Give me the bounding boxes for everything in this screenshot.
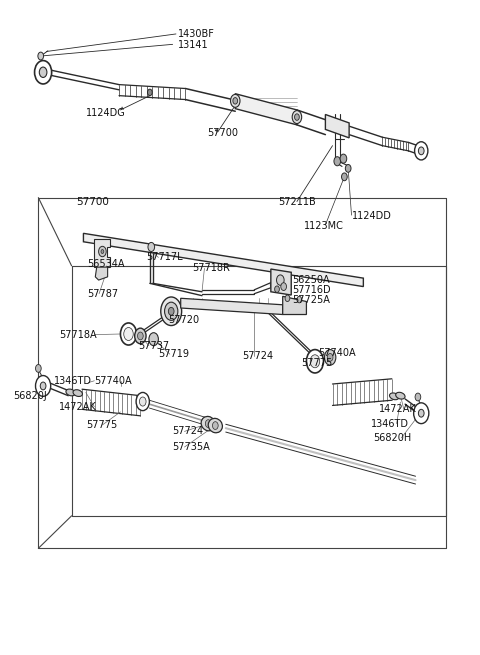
Text: 57735A: 57735A [173,442,210,452]
Text: 1430BF: 1430BF [179,29,215,39]
Circle shape [415,393,421,401]
Polygon shape [95,239,110,267]
Circle shape [124,328,133,341]
Text: 57719: 57719 [158,349,190,359]
Text: 1124DD: 1124DD [351,211,391,221]
Text: 13141: 13141 [179,40,209,50]
Text: 57740A: 57740A [318,348,356,358]
Circle shape [345,164,351,172]
Circle shape [35,60,52,84]
Circle shape [275,286,279,292]
Ellipse shape [396,392,405,399]
Circle shape [120,323,137,345]
Polygon shape [180,298,283,314]
Ellipse shape [73,390,83,396]
Circle shape [342,173,347,181]
Circle shape [270,281,276,289]
Text: 56250A: 56250A [292,275,330,285]
Text: 57720: 57720 [168,315,199,326]
Circle shape [213,422,218,430]
Circle shape [306,350,324,373]
Text: 57716D: 57716D [292,285,331,295]
Circle shape [324,350,336,365]
Text: 1346TD: 1346TD [371,419,408,428]
Text: 1124DG: 1124DG [86,108,126,118]
Ellipse shape [389,393,399,400]
Text: 57700: 57700 [207,128,238,138]
Circle shape [205,420,211,428]
Text: 57700: 57700 [76,197,109,207]
Circle shape [419,409,424,417]
Text: 57775: 57775 [86,420,117,430]
Circle shape [327,354,333,362]
Circle shape [415,141,428,160]
Circle shape [230,94,240,107]
Text: 57737: 57737 [138,341,169,350]
Circle shape [40,382,46,390]
Circle shape [281,283,287,290]
Circle shape [147,89,152,96]
Text: 56820H: 56820H [373,433,411,443]
Circle shape [101,250,104,253]
Circle shape [295,114,300,121]
Circle shape [414,403,429,424]
Circle shape [148,242,155,252]
Circle shape [39,67,47,77]
Circle shape [285,295,290,301]
Circle shape [98,246,106,257]
Circle shape [334,157,341,166]
Circle shape [292,111,301,124]
Text: 1123MC: 1123MC [304,221,344,231]
Text: 57724: 57724 [242,351,274,361]
Circle shape [136,392,149,411]
Polygon shape [96,267,108,280]
Text: 57717L: 57717L [146,252,183,263]
Text: 56534A: 56534A [87,259,125,269]
Text: 57211B: 57211B [278,197,316,207]
Text: 57775: 57775 [301,358,332,368]
Circle shape [233,98,238,104]
Text: 57725A: 57725A [292,295,330,305]
Text: 1472AK: 1472AK [379,403,416,414]
Text: 1472AK: 1472AK [59,402,96,412]
Circle shape [310,355,320,367]
Circle shape [161,297,181,326]
Circle shape [149,333,158,346]
Polygon shape [235,94,297,125]
Polygon shape [283,296,306,314]
Circle shape [419,147,424,155]
Text: 57787: 57787 [87,289,119,299]
Polygon shape [120,106,123,110]
Text: 57740A: 57740A [94,376,132,386]
Polygon shape [84,233,363,287]
Polygon shape [325,115,349,138]
Circle shape [135,328,146,344]
Polygon shape [271,269,291,295]
Text: 56820J: 56820J [13,390,47,401]
Polygon shape [215,128,218,132]
Text: 1346TD: 1346TD [54,376,92,386]
Circle shape [276,275,284,286]
Circle shape [137,332,143,340]
Circle shape [36,365,41,372]
Circle shape [340,154,347,163]
Circle shape [36,375,51,396]
Text: 57718R: 57718R [192,263,230,273]
Circle shape [38,52,44,60]
Ellipse shape [201,417,216,431]
Text: 57718A: 57718A [59,329,96,340]
Circle shape [168,307,174,315]
Text: 57724: 57724 [173,426,204,436]
Ellipse shape [66,389,75,396]
Ellipse shape [208,419,222,433]
Circle shape [165,302,178,320]
Circle shape [139,397,146,406]
Circle shape [297,296,301,303]
